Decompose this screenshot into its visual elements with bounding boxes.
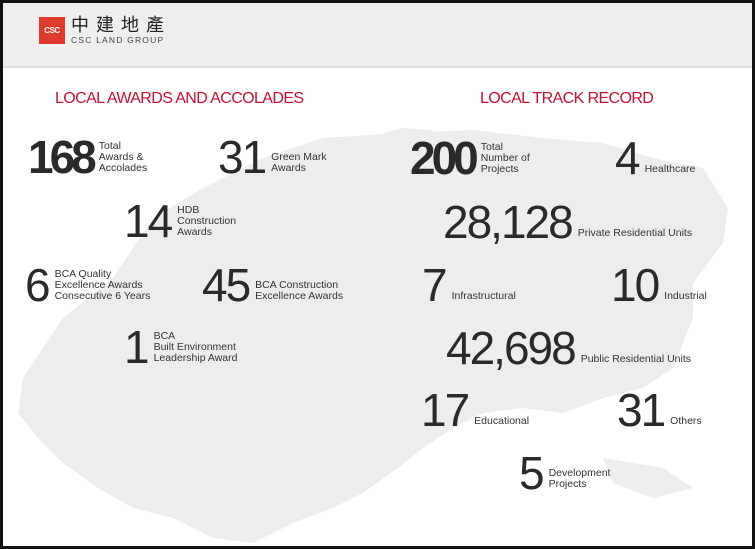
award-stat-total: 168 Total Awards & Accolades [28, 131, 148, 183]
stat-value: 1 [124, 321, 150, 373]
track-stat-public-residential: 42,698 Public Residential Units [446, 322, 692, 374]
logo[interactable]: CSC 中建地產 CSC LAND GROUP [39, 16, 171, 45]
singapore-map-background [18, 128, 728, 543]
track-stat-others: 31 Others [617, 384, 702, 436]
award-stat-green-mark: 31 Green Mark Awards [218, 131, 327, 183]
track-stat-private-residential: 28,128 Private Residential Units [443, 196, 693, 248]
track-stat-total-projects: 200 Total Number of Projects [410, 132, 530, 184]
stat-value: 10 [611, 259, 660, 311]
stat-value: 28,128 [443, 196, 574, 248]
track-stat-development: 5 Development Projects [519, 447, 611, 499]
stat-value: 4 [615, 132, 641, 184]
stat-value: 42,698 [446, 322, 577, 374]
stat-label: HDB Construction Awards [177, 204, 237, 238]
track-stat-infrastructural: 7 Infrastructural [422, 259, 516, 311]
logo-mark-icon: CSC [39, 17, 65, 44]
stat-label: BCA Quality Excellence Awards Consecutiv… [54, 268, 151, 302]
stat-value: 45 [202, 259, 251, 311]
stat-value: 7 [422, 259, 448, 311]
award-stat-hdb: 14 HDB Construction Awards [124, 195, 237, 247]
stat-value: 5 [519, 447, 545, 499]
logo-english-name: CSC LAND GROUP [71, 35, 165, 45]
stat-label: Others [670, 415, 702, 427]
logo-chinese-name: 中建地產 [71, 15, 171, 36]
stat-label: Total Number of Projects [480, 141, 530, 175]
stat-label: Private Residential Units [577, 227, 693, 239]
award-stat-bca-leadership: 1 BCA Built Environment Leadership Award [124, 321, 238, 373]
award-stat-bca-quality: 6 BCA Quality Excellence Awards Consecut… [25, 259, 151, 311]
stat-value: 200 [410, 132, 479, 184]
stat-label: BCA Construction Excellence Awards [255, 279, 344, 302]
stat-value: 14 [124, 195, 173, 247]
header: CSC 中建地產 CSC LAND GROUP [3, 3, 752, 68]
award-stat-bca-construction: 45 BCA Construction Excellence Awards [202, 259, 344, 311]
stat-label: Healthcare [644, 163, 696, 175]
stat-label: Educational [474, 415, 530, 427]
stat-value: 17 [421, 384, 470, 436]
awards-title: LOCAL AWARDS AND ACCOLADES [55, 90, 304, 107]
stat-value: 31 [617, 384, 666, 436]
track-record-title: LOCAL TRACK RECORD [480, 90, 654, 107]
page: CSC 中建地產 CSC LAND GROUP LOCAL AWARDS AND… [3, 3, 752, 546]
stat-label: Development Projects [548, 467, 611, 490]
stat-label: Industrial [664, 290, 707, 302]
track-stat-healthcare: 4 Healthcare [615, 132, 696, 184]
stat-value: 168 [28, 131, 97, 183]
stat-value: 31 [218, 131, 267, 183]
stat-label: Total Awards & Accolades [98, 140, 148, 174]
track-stat-industrial: 10 Industrial [611, 259, 707, 311]
stat-label: Public Residential Units [580, 353, 692, 365]
stat-label: BCA Built Environment Leadership Award [153, 330, 238, 364]
track-stat-educational: 17 Educational [421, 384, 530, 436]
stat-label: Green Mark Awards [271, 151, 327, 174]
stat-value: 6 [25, 259, 51, 311]
stat-label: Infrastructural [451, 290, 516, 302]
